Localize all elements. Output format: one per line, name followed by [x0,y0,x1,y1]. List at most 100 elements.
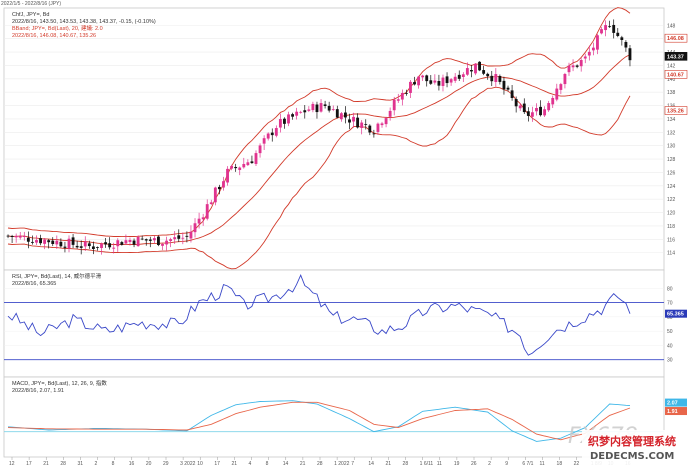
x-tick-label: 17 [26,461,32,467]
candle [608,20,612,28]
x-tick-label: 21 [43,461,49,467]
candle [303,105,307,119]
candle [83,236,87,251]
candle [222,176,225,191]
candle [437,74,441,91]
candle [327,101,331,113]
candle [274,125,278,138]
price-y-tick: 134 [667,117,676,123]
svg-text:1.91: 1.91 [667,409,678,415]
x-tick-label: 21 [385,461,391,467]
candle [217,184,221,195]
candle [148,236,152,248]
candle [43,238,47,250]
candle [295,107,299,120]
x-tick-label: 2 [488,461,491,467]
candle [185,231,189,243]
candle [461,72,465,83]
x-tick-label: 6 7/1 [522,461,533,467]
x-tick-label: 26 [471,461,477,467]
candle [234,163,238,172]
macd-legend-2: 2022/8/16, 2.07, 1.91 [12,388,64,394]
x-tick-label: 22 [574,461,580,467]
candle [449,77,453,86]
macd-last-tag: 2.07 [665,398,687,407]
candle [591,42,595,56]
candle [112,242,116,254]
price-y-tick: 142 [667,63,676,69]
price-tag: 135.26 [664,106,688,115]
candle [47,239,51,249]
candle [30,235,34,245]
candle [579,58,583,72]
x-tick-label: 18 [557,461,563,467]
candle [55,235,59,249]
candle [6,234,10,239]
candle [530,106,534,122]
x-tick-label: 1 2022 [334,461,350,467]
candle [547,100,551,112]
x-tick-label: 8 [112,461,115,467]
x-tick-label: 14 [368,461,374,467]
x-tick-label: 31 [77,461,83,467]
candle [205,199,209,221]
rsi-legend-2: 2022/8/16, 65.365 [12,281,56,287]
candle [465,62,469,76]
rsi-legend-1: RSI, JPY=, Bd(Last), 14, 威尔德平滑 [12,272,102,280]
candle [169,237,173,248]
bband-middle [7,54,631,246]
x-tick-label: 21 [300,461,306,467]
rsi-y-tick: 60 [667,315,673,321]
candle [124,234,128,246]
svg-text:2.07: 2.07 [667,401,678,407]
candle [498,74,502,85]
candlesticks [6,19,632,255]
candle [596,34,599,55]
candle [79,240,83,255]
rsi-panel-frame [3,269,665,378]
candle [238,166,242,176]
candle [404,89,408,96]
candle [226,166,229,186]
price-y-tick: 138 [667,90,676,96]
candle [425,74,429,87]
candle [400,89,404,106]
candle [258,143,262,158]
candle [262,135,266,150]
candle [384,116,388,128]
candle [429,75,433,85]
candle [620,35,624,46]
candle [26,231,30,249]
candle [567,62,571,76]
candle [91,241,95,255]
candle [352,112,355,128]
candle [518,102,522,111]
candle [417,75,421,89]
candle [587,45,591,61]
x-tick-label: 3 2022 [180,461,196,467]
candle [177,229,181,242]
candle [555,83,559,102]
candle [246,159,250,166]
rsi-y-tick: 80 [667,286,673,292]
candle [161,243,164,251]
x-tick-label: 20 [146,461,152,467]
candle [278,113,282,133]
candle [173,231,177,244]
x-tick-label: 28 [403,461,409,467]
candle [396,93,400,103]
candle [128,237,132,246]
candle [120,240,124,246]
candle [364,119,368,130]
candle [18,231,22,240]
candle [315,101,319,119]
candle [311,101,315,113]
candle [409,79,412,99]
rsi-y-tick: 40 [667,343,673,349]
price-legend-2: 2022/8/16, 143.50, 143.53, 143.38, 143.3… [12,19,156,25]
candle [181,232,185,245]
candle [291,112,295,120]
candle [157,235,160,247]
candle [213,186,217,206]
price-y-tick: 140 [667,77,676,83]
